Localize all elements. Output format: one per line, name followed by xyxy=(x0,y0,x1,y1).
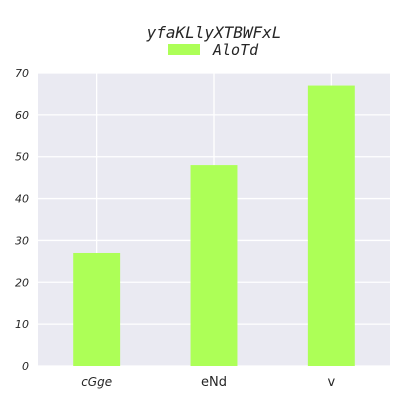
y-tick-label: 60 xyxy=(15,109,29,122)
x-axis-ticks: cGge eNd v xyxy=(81,375,335,390)
y-tick-label: 20 xyxy=(15,276,29,289)
y-tick-label: 40 xyxy=(15,193,29,206)
legend: AloTd xyxy=(168,41,259,59)
y-tick-label: 30 xyxy=(15,234,29,247)
bars xyxy=(73,85,355,367)
legend-label: AloTd xyxy=(212,41,259,59)
x-tick-label: v xyxy=(327,375,335,390)
y-axis-ticks: 0 10 20 30 40 50 60 70 xyxy=(15,67,29,373)
y-tick-label: 50 xyxy=(15,151,29,164)
y-tick-label: 10 xyxy=(15,318,29,331)
bar-v xyxy=(307,85,355,367)
chart-title: yfaKLlyXTBWFxL xyxy=(146,23,282,42)
bar-eNd xyxy=(190,165,238,366)
x-tick-label: eNd xyxy=(201,375,227,390)
bar-cGge xyxy=(73,252,121,366)
x-tick-label: cGge xyxy=(81,375,112,389)
legend-swatch xyxy=(168,44,200,55)
y-tick-label: 0 xyxy=(22,360,29,373)
y-tick-label: 70 xyxy=(15,67,29,80)
